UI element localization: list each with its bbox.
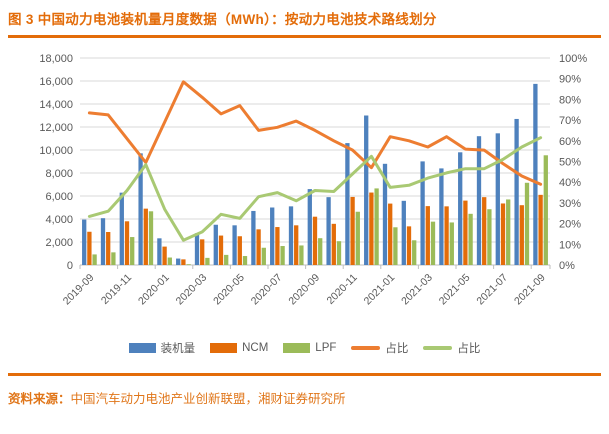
svg-text:90%: 90% (559, 74, 581, 86)
svg-text:2020-01: 2020-01 (136, 272, 172, 308)
source-rule (8, 373, 601, 376)
svg-text:2020-11: 2020-11 (325, 272, 360, 307)
svg-text:10%: 10% (559, 239, 581, 251)
lpf-share-line (87, 136, 543, 242)
x-axis-ticks (79, 265, 551, 269)
svg-text:10,000: 10,000 (39, 145, 73, 157)
ncm-share-line (87, 80, 543, 186)
legend-swatch-ncm-share (351, 346, 381, 350)
figure-title: 图 3 中国动力电池装机量月度数据（MWh）：按动力电池技术路线划分 (8, 12, 437, 27)
y-axis-left-labels: 0 2,000 4,000 6,000 8,000 10,000 12,000 14,000 1… (39, 53, 73, 272)
svg-text:2021-03: 2021-03 (399, 272, 435, 308)
source-line: 资料来源：中国汽车动力电池产业创新联盟，湘财证券研究所 (8, 388, 601, 407)
y-axis-right-labels: 0% 10% 20% 30% 40% 50% 60% 70% 80% 90% 100% (559, 53, 587, 272)
legend-item-installed: 装机量 (128, 340, 196, 356)
chart-legend: 装机量 NCM LPF 占比 占比 (0, 338, 609, 358)
x-axis-labels: 2019-09 2019-11 2020-01 2020-03 2020-05 2020-… (61, 272, 548, 308)
svg-text:2021-09: 2021-09 (512, 272, 548, 308)
svg-text:16,000: 16,000 (39, 76, 73, 88)
svg-text:0: 0 (67, 260, 73, 272)
source-text: 中国汽车动力电池产业创新联盟，湘财证券研究所 (70, 392, 346, 406)
svg-text:2020-03: 2020-03 (174, 272, 210, 308)
legend-item-lpf-share: 占比 (423, 340, 480, 356)
svg-text:70%: 70% (559, 115, 581, 127)
svg-text:30%: 30% (559, 198, 581, 210)
legend-swatch-installed (128, 343, 156, 353)
svg-text:4,000: 4,000 (45, 214, 73, 226)
legend-swatch-ncm (210, 343, 238, 353)
legend-label-installed: 装机量 (160, 343, 196, 355)
legend-item-ncm: NCM (210, 342, 268, 354)
bars-lpf (92, 155, 548, 265)
legend-label-ncm-share: 占比 (385, 343, 409, 355)
legend-item-ncm-share: 占比 (351, 340, 408, 356)
svg-text:18,000: 18,000 (39, 53, 73, 65)
bars-ncm (87, 192, 543, 265)
legend-swatch-lpf (283, 343, 311, 353)
svg-text:2020-05: 2020-05 (211, 272, 247, 308)
svg-text:2021-07: 2021-07 (474, 272, 510, 308)
svg-text:0%: 0% (559, 260, 575, 272)
svg-text:80%: 80% (559, 94, 581, 106)
legend-label-lpf: LPF (315, 342, 337, 354)
svg-text:60%: 60% (559, 136, 581, 148)
installs-chart: 0 2,000 4,000 6,000 8,000 10,000 12,000 14,000 1… (39, 53, 587, 308)
svg-text:2020-07: 2020-07 (249, 272, 285, 308)
legend-item-lpf: LPF (283, 342, 336, 354)
svg-text:8,000: 8,000 (45, 168, 73, 180)
svg-text:2020-09: 2020-09 (286, 272, 322, 308)
svg-text:2,000: 2,000 (45, 237, 73, 249)
svg-text:2019-11: 2019-11 (99, 272, 134, 307)
source-prefix: 资料来源： (8, 392, 71, 406)
svg-text:2019-09: 2019-09 (61, 272, 97, 308)
legend-label-ncm: NCM (242, 342, 269, 354)
svg-text:6,000: 6,000 (45, 191, 73, 203)
svg-text:12,000: 12,000 (39, 122, 73, 134)
svg-text:40%: 40% (559, 177, 581, 189)
svg-text:100%: 100% (559, 53, 587, 65)
svg-text:2021-05: 2021-05 (437, 272, 473, 308)
bars-installed (82, 83, 538, 266)
svg-text:2021-01: 2021-01 (362, 272, 398, 308)
legend-swatch-lpf-share (423, 346, 453, 350)
svg-text:14,000: 14,000 (39, 99, 73, 111)
svg-text:50%: 50% (559, 157, 581, 169)
legend-label-lpf-share: 占比 (457, 343, 481, 355)
svg-text:20%: 20% (559, 219, 581, 231)
title-rule (8, 35, 601, 38)
